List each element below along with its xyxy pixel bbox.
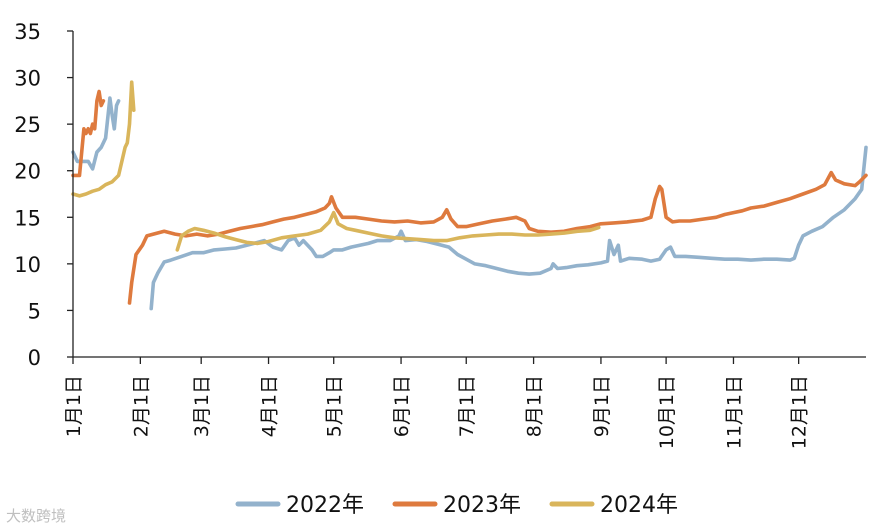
y-tick-label: 20: [14, 160, 41, 184]
y-tick-label: 10: [14, 253, 41, 277]
x-tick-label: 3月1日: [191, 375, 213, 437]
series-line-3: [175, 210, 601, 252]
series-line-2: [127, 170, 868, 305]
x-tick-label: 11月1日: [723, 375, 745, 449]
y-tick-label: 15: [14, 206, 41, 230]
x-tick-label: 10月1日: [656, 375, 678, 449]
legend-label: 2024年: [600, 493, 678, 518]
y-axis-ticks: 0 5 10 15 20 25 30 35: [14, 20, 73, 370]
series-line-2: [71, 89, 106, 178]
watermark-logo: 大数跨境: [6, 507, 67, 525]
x-tick-label: 5月1日: [324, 375, 346, 437]
y-tick-label: 0: [28, 346, 41, 370]
y-tick-label: 5: [28, 299, 41, 323]
series-line-3: [71, 80, 136, 198]
x-tick-label: 8月1日: [524, 375, 546, 437]
x-tick-label: 2月1日: [130, 375, 152, 437]
legend-label: 2023年: [443, 493, 521, 518]
x-tick-label: 9月1日: [591, 375, 613, 437]
x-tick-label: 7月1日: [456, 375, 478, 437]
series-line-1: [149, 145, 868, 311]
plot-area: [71, 80, 868, 311]
x-axis-ticks: 1月1日 2月1日 3月1日 4月1日 5月1日 6月1日 7月1日 8月1日 9月1日 10月1…: [63, 357, 811, 449]
x-tick-label: 4月1日: [259, 375, 281, 437]
x-tick-label: 12月1日: [789, 375, 811, 449]
legend-label: 2022年: [286, 493, 364, 518]
y-tick-label: 35: [14, 20, 41, 44]
y-tick-label: 30: [14, 67, 41, 91]
y-tick-label: 25: [14, 113, 41, 137]
legend: 2022年 2023年 2024年: [235, 493, 678, 518]
x-tick-label: 1月1日: [63, 375, 85, 437]
x-tick-label: 6月1日: [391, 375, 413, 437]
